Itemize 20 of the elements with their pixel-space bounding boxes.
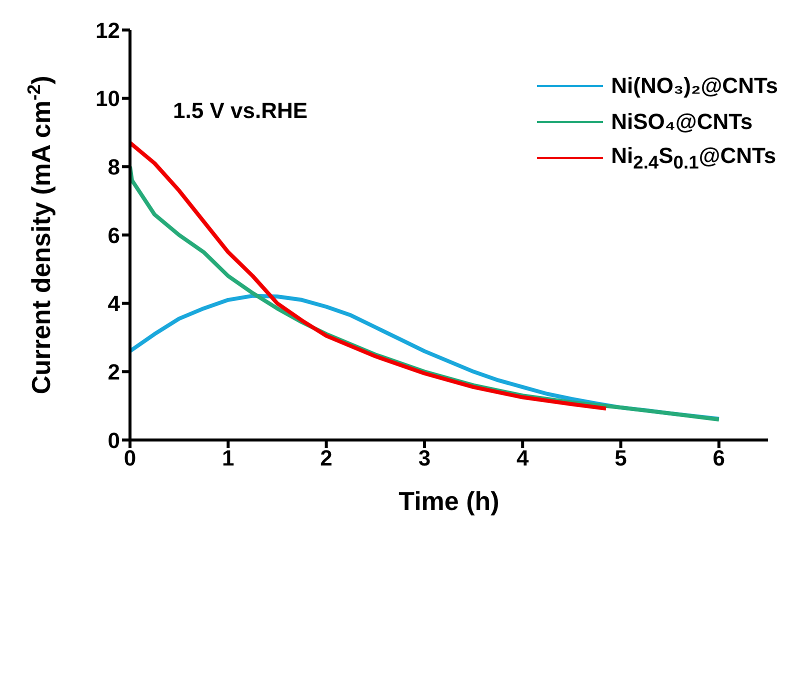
x-tick-label: 6 <box>712 446 726 471</box>
legend-label: Ni$_{2.4}$S$_{0.1}$@CNTs <box>611 142 776 174</box>
y-tick-label: 2 <box>108 359 120 384</box>
line-series <box>130 140 608 411</box>
y-tick-label: 10 <box>96 86 120 112</box>
x-tick-label: 2 <box>320 446 332 471</box>
x-tick-label: 3 <box>418 446 431 471</box>
y-tick-label: 6 <box>108 222 120 248</box>
x-tick-label: 1 <box>222 446 234 471</box>
y-tick-label: 8 <box>108 154 120 180</box>
annotation: 1.5 V vs.RHE <box>173 98 308 124</box>
y-tick-label: 12 <box>96 18 120 43</box>
y-tick-label: 0 <box>108 428 120 453</box>
legend-label: NiSO₄@CNTs <box>611 109 753 135</box>
legend-label: Ni(NO₃)₂@CNTs <box>611 73 778 99</box>
x-axis-title: Time (h) <box>398 486 500 516</box>
y-tick-label: 4 <box>108 291 121 316</box>
x-tick-label: 5 <box>614 446 627 471</box>
x-tick-label: 0 <box>124 446 136 471</box>
x-tick-label: 4 <box>516 446 530 471</box>
